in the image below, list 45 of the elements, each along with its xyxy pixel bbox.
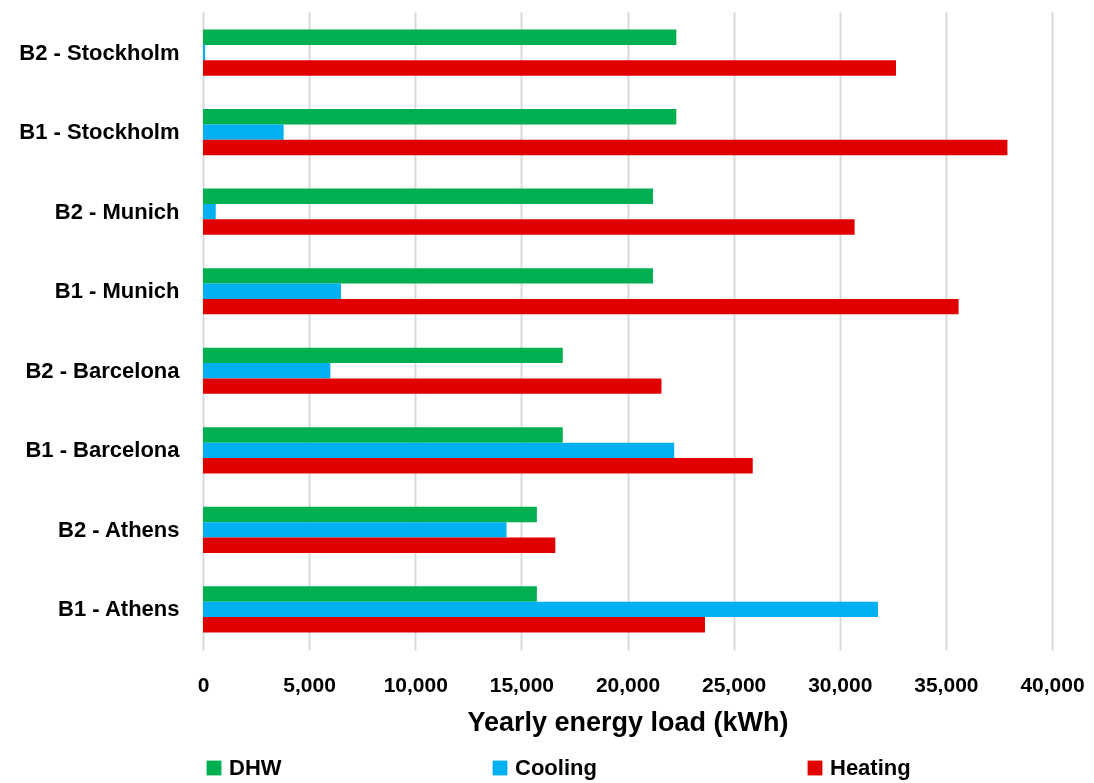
- legend-label: Heating: [830, 755, 911, 780]
- x-tick-label: 30,000: [808, 672, 873, 696]
- y-tick-label: B2 - Stockholm: [19, 39, 180, 65]
- bar: [203, 283, 341, 299]
- x-axis-title: Yearly energy load (kWh): [467, 706, 789, 737]
- bar: [203, 347, 563, 364]
- x-tick-label: 15,000: [489, 672, 554, 696]
- bar: [203, 442, 675, 459]
- x-tick-label: 40,000: [1020, 672, 1085, 696]
- x-tick-label: 0: [197, 672, 210, 696]
- bar: [203, 363, 331, 379]
- bar: [203, 44, 206, 61]
- y-tick-label: B2 - Athens: [58, 516, 180, 542]
- y-tick-label: B2 - Munich: [54, 198, 180, 224]
- bar: [203, 188, 653, 204]
- bar: [203, 506, 537, 523]
- bar: [203, 139, 1008, 156]
- bar: [203, 124, 284, 140]
- bar: [203, 378, 662, 394]
- bar: [203, 601, 878, 618]
- x-tick-label: 25,000: [702, 672, 767, 696]
- bar: [203, 60, 896, 76]
- bar: [203, 427, 563, 443]
- y-tick-label: B1 - Athens: [58, 596, 180, 622]
- bar: [203, 522, 507, 538]
- x-tick-label: 10,000: [383, 672, 448, 696]
- bar: [203, 586, 537, 602]
- bar: [203, 29, 677, 45]
- bar: [203, 203, 216, 220]
- x-tick-label: 35,000: [914, 672, 979, 696]
- legend-label: Cooling: [515, 755, 597, 780]
- y-tick-label: B1 - Munich: [54, 278, 180, 304]
- x-tick-label: 5,000: [283, 672, 336, 696]
- bar: [203, 617, 705, 633]
- bar: [203, 219, 855, 235]
- bar: [203, 109, 677, 125]
- bar: [203, 268, 653, 284]
- x-tick-label: 20,000: [595, 672, 661, 696]
- y-tick-label: B1 - Barcelona: [25, 437, 181, 463]
- y-tick-label: B1 - Stockholm: [19, 119, 180, 145]
- bar: [203, 537, 556, 553]
- bar: [203, 458, 753, 474]
- legend-label: DHW: [229, 755, 282, 780]
- y-tick-label: B2 - Barcelona: [25, 357, 181, 383]
- bar: [203, 298, 959, 315]
